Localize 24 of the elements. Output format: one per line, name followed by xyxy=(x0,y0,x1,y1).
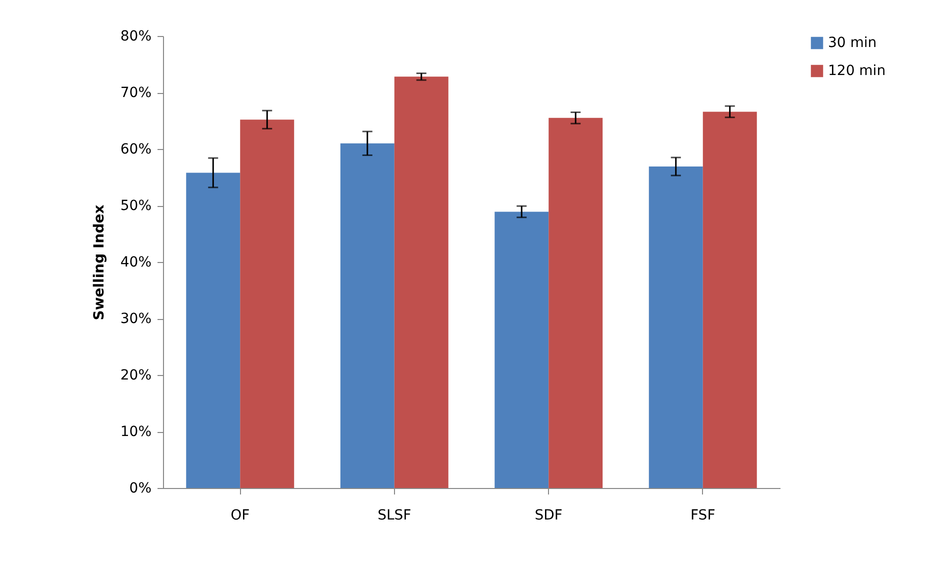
y-tick-label: 40% xyxy=(120,254,152,270)
x-tick-label: FSF xyxy=(690,508,716,524)
y-tick-label: 80% xyxy=(120,28,152,44)
bar xyxy=(648,166,703,488)
bar xyxy=(240,120,294,488)
y-tick-label: 60% xyxy=(120,142,152,158)
y-tick-label: 10% xyxy=(120,424,152,440)
y-tick-label: 70% xyxy=(120,85,152,101)
y-tick-label: 20% xyxy=(120,368,152,384)
bar xyxy=(548,118,603,488)
x-tick-label: SDF xyxy=(534,508,562,524)
x-tick-label: SLSF xyxy=(378,508,412,524)
bar xyxy=(394,76,448,488)
legend-label: 120 min xyxy=(828,63,886,79)
bar xyxy=(186,172,240,488)
y-tick-label: 50% xyxy=(120,198,152,214)
y-tick-label: 0% xyxy=(129,480,152,496)
y-tick-label: 30% xyxy=(120,311,152,327)
bar xyxy=(340,143,394,488)
y-axis-title: Swelling Index xyxy=(91,204,108,320)
bar xyxy=(494,212,549,488)
bar xyxy=(702,112,757,488)
x-tick-label: OF xyxy=(230,508,250,524)
legend-label: 30 min xyxy=(828,35,877,51)
